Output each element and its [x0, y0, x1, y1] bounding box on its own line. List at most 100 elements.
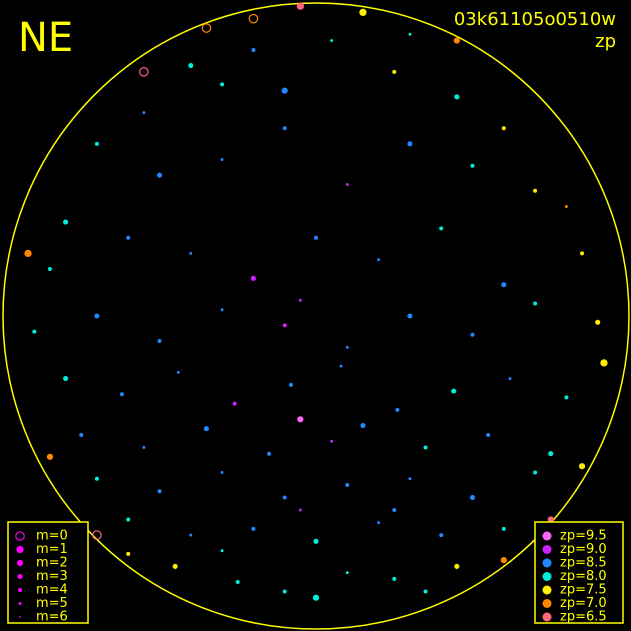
legend-label: m=4	[36, 583, 68, 598]
star	[94, 313, 100, 319]
star	[92, 530, 102, 540]
legend-marker	[18, 588, 22, 592]
star	[176, 370, 180, 374]
legend-marker	[16, 559, 24, 567]
star	[172, 563, 178, 569]
star	[345, 483, 350, 488]
legend-label: zp=9.5	[560, 529, 607, 544]
star	[298, 298, 302, 302]
star	[156, 172, 163, 178]
star	[408, 477, 412, 481]
star	[142, 111, 146, 115]
star	[345, 571, 349, 575]
star	[189, 251, 193, 255]
star	[454, 563, 460, 569]
legend-marker	[15, 531, 25, 541]
star	[32, 329, 37, 334]
star	[126, 235, 131, 240]
direction-label: NE	[18, 15, 73, 61]
legend-marker	[542, 531, 552, 541]
star	[470, 163, 475, 168]
star	[508, 377, 512, 381]
legend-marker	[542, 599, 552, 608]
star	[423, 445, 428, 450]
star	[377, 521, 381, 525]
legend-marker	[17, 573, 23, 580]
star	[282, 126, 287, 131]
legend-marker	[542, 572, 552, 581]
star	[288, 382, 293, 387]
star	[201, 23, 212, 33]
star	[296, 2, 304, 10]
star	[330, 39, 334, 43]
star	[282, 589, 287, 594]
star	[298, 508, 302, 512]
star	[248, 13, 259, 24]
star	[251, 47, 256, 52]
star	[454, 94, 460, 100]
legend-label: zp=8.5	[560, 556, 607, 571]
star	[407, 141, 413, 147]
star	[501, 526, 506, 531]
star	[94, 476, 99, 481]
star	[564, 395, 569, 400]
star	[470, 332, 475, 337]
legend-marker	[19, 616, 21, 618]
star	[250, 275, 256, 281]
star	[63, 376, 69, 382]
star	[600, 359, 608, 367]
star	[251, 526, 256, 531]
star	[94, 141, 99, 146]
star	[345, 345, 349, 349]
star	[267, 451, 272, 456]
star	[501, 126, 506, 131]
star	[407, 313, 413, 319]
legend-marker	[16, 545, 24, 554]
legend-label: m=2	[36, 556, 68, 571]
star	[189, 533, 193, 537]
legend-label: m=5	[36, 596, 68, 611]
star	[46, 453, 54, 460]
star	[220, 308, 224, 312]
legend-label: zp=9.0	[560, 542, 607, 557]
star	[220, 82, 225, 87]
star	[547, 516, 554, 523]
star	[578, 463, 586, 470]
legend-marker	[542, 585, 552, 595]
star	[439, 226, 444, 231]
star	[595, 319, 601, 325]
image-id: 03k61105o0510w	[454, 9, 616, 30]
star	[220, 158, 224, 161]
star	[282, 495, 287, 500]
legend-label: m=0	[36, 529, 68, 544]
star	[500, 557, 507, 564]
star	[313, 538, 319, 544]
star	[453, 37, 460, 44]
legend-label: m=1	[36, 542, 68, 557]
star	[119, 392, 124, 397]
star	[408, 32, 412, 36]
star	[345, 183, 349, 186]
star	[281, 87, 288, 94]
star	[548, 451, 554, 457]
star	[392, 576, 397, 581]
star	[392, 69, 397, 74]
star	[235, 580, 240, 585]
star	[533, 301, 538, 306]
star	[580, 251, 585, 256]
star	[203, 426, 209, 432]
star	[220, 549, 224, 553]
legend-label: zp=7.0	[560, 596, 607, 611]
star	[451, 388, 457, 394]
legend-marker	[18, 602, 22, 605]
star	[282, 323, 287, 328]
star	[359, 8, 367, 17]
star	[142, 446, 146, 449]
star	[157, 339, 162, 344]
star	[220, 471, 224, 474]
legend-label: zp=7.5	[560, 583, 607, 598]
star	[339, 364, 343, 368]
